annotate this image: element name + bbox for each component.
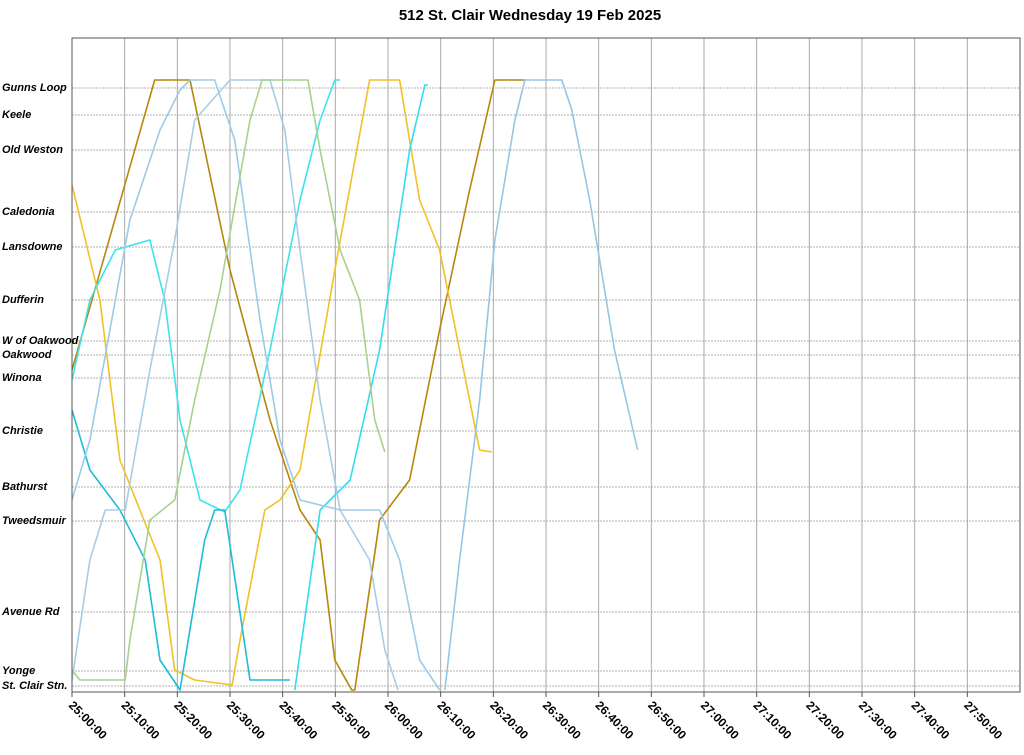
x-tick-label: 25:40:00 xyxy=(277,698,321,742)
x-tick-label: 26:40:00 xyxy=(593,698,637,742)
x-tick-label: 25:00:00 xyxy=(66,698,110,742)
y-tick-label: Gunns Loop xyxy=(2,82,67,94)
series-line xyxy=(71,79,399,691)
y-tick-label: Tweedsmuir xyxy=(2,515,66,527)
x-tick-label: 25:30:00 xyxy=(224,698,268,742)
x-tick-label: 27:00:00 xyxy=(698,698,742,742)
x-tick-label: 27:40:00 xyxy=(909,698,953,742)
series-line xyxy=(71,79,341,513)
series-line xyxy=(444,79,639,691)
y-tick-label: Old Weston xyxy=(2,144,63,156)
y-tick-label: Yonge xyxy=(2,665,35,677)
y-tick-label: Winona xyxy=(2,372,42,384)
y-tick-label: W of Oakwood xyxy=(2,335,79,347)
x-tick-label: 27:30:00 xyxy=(856,698,900,742)
chart-title: 512 St. Clair Wednesday 19 Feb 2025 xyxy=(399,7,661,24)
y-tick-label: Bathurst xyxy=(2,481,49,493)
y-tick-label: St. Clair Stn. xyxy=(2,680,67,692)
x-tick-label: 25:20:00 xyxy=(171,698,215,742)
series-line xyxy=(294,84,428,691)
x-tick-label: 25:50:00 xyxy=(329,698,373,742)
y-tick-label: Avenue Rd xyxy=(1,606,60,618)
x-tick-label: 27:50:00 xyxy=(961,698,1005,742)
y-tick-label: Keele xyxy=(2,109,31,121)
x-tick-label: 26:50:00 xyxy=(645,698,689,742)
x-tick-label: 27:10:00 xyxy=(751,698,795,742)
x-tick-label: 26:30:00 xyxy=(540,698,584,742)
series-line xyxy=(71,409,290,691)
y-tick-label: Caledonia xyxy=(2,206,55,218)
series-line xyxy=(71,79,386,681)
y-tick-label: Christie xyxy=(2,425,43,437)
series-line xyxy=(71,79,441,691)
x-tick-label: 26:00:00 xyxy=(382,698,426,742)
x-tick-label: 26:10:00 xyxy=(435,698,479,742)
series-lines xyxy=(71,79,639,691)
x-tick-label: 26:20:00 xyxy=(487,698,531,742)
y-tick-label: Oakwood xyxy=(2,349,52,361)
grid xyxy=(71,38,1020,692)
y-tick-label: Dufferin xyxy=(2,294,44,306)
series-line xyxy=(71,79,492,686)
x-tick-label: 27:20:00 xyxy=(803,698,847,742)
axis-labels: 25:00:00 25:10:00 25:20:00 25:30:00 25:40:00… xyxy=(1,82,1005,742)
series-line xyxy=(71,79,525,691)
y-tick-label: Lansdowne xyxy=(2,241,63,253)
x-tick-label: 25:10:00 xyxy=(119,698,163,742)
